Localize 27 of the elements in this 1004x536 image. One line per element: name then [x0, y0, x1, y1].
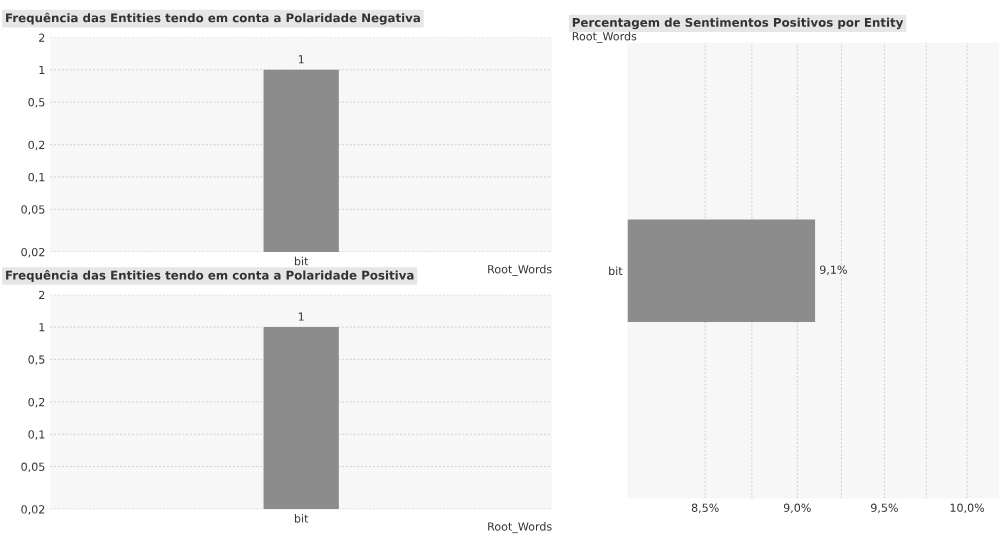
y-tick-label: 0,05: [21, 205, 45, 215]
data-label: 1: [298, 312, 304, 321]
chart-title: Frequência das Entities tendo em conta a Polaridade Positiva: [6, 270, 414, 282]
data-label: 1: [298, 55, 304, 64]
y-tick-label: 0,5: [28, 355, 45, 365]
y-tick-label: 0,5: [28, 98, 45, 108]
x-tick-label: 9,5%: [871, 503, 898, 514]
chart-title: Frequência das Entities tendo em conta a Polaridade Negativa: [6, 12, 420, 25]
y-tick-label: 0,02: [21, 247, 45, 258]
x-tick-label: 9,0%: [783, 503, 811, 514]
y-axis-title: Root_Words: [572, 31, 637, 43]
x-tick-label: 8,5%: [691, 503, 719, 514]
y-tick-label: 0,2: [28, 140, 45, 151]
data-label: 9,1%: [819, 265, 847, 276]
y-tick-label: 2: [39, 33, 45, 42]
y-tick-label: 0,05: [21, 462, 45, 473]
x-tick-label: 10,0%: [950, 503, 985, 514]
y-tick-label: 0,2: [28, 397, 45, 408]
y-tick-label: 0,1: [28, 172, 45, 183]
x-axis-title: Root_Words: [488, 522, 552, 534]
y-tick-label: 0,02: [21, 505, 45, 515]
y-tick-label: 0,1: [28, 430, 45, 440]
y-tick-label: 1: [39, 323, 45, 332]
chart-title: Percentagem de Sentimentos Positivos por Entity: [572, 17, 904, 30]
x-axis-title: Root_Words: [488, 264, 552, 276]
y-tick-label: 2: [39, 290, 45, 300]
y-tick-label: 1: [39, 65, 45, 75]
